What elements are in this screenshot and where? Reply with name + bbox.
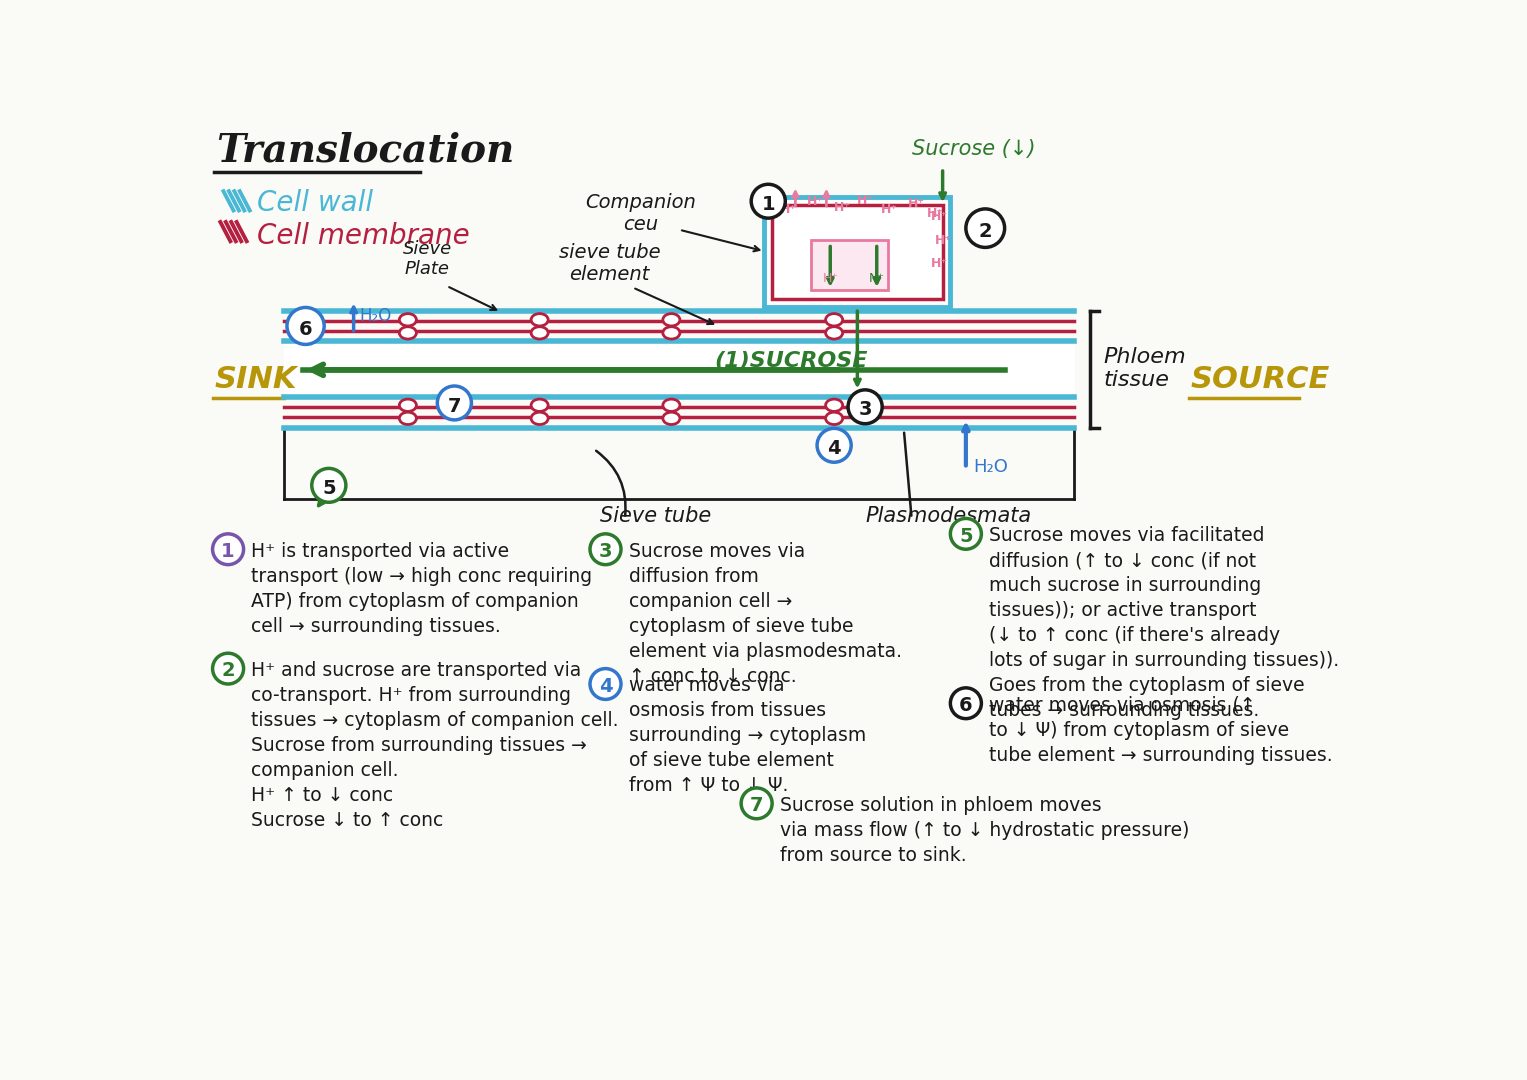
Circle shape [212, 653, 244, 684]
Ellipse shape [531, 413, 548, 424]
Text: Sucrose (↓): Sucrose (↓) [912, 139, 1035, 159]
Text: H⁺: H⁺ [857, 193, 875, 206]
Text: Sucrose moves via
diffusion from
companion cell →
cytoplasm of sieve tube
elemen: Sucrose moves via diffusion from compani… [629, 541, 902, 686]
Text: H⁺: H⁺ [931, 257, 948, 270]
Text: 3: 3 [858, 401, 872, 419]
Text: 2: 2 [221, 661, 235, 680]
Text: SINK: SINK [214, 365, 296, 393]
Ellipse shape [663, 327, 680, 339]
Text: water moves via osmosis (↑
to ↓ Ψ) from cytoplasm of sieve
tube element → surrou: water moves via osmosis (↑ to ↓ Ψ) from … [989, 696, 1333, 765]
Ellipse shape [826, 313, 843, 326]
Ellipse shape [663, 413, 680, 424]
Circle shape [751, 185, 785, 218]
Text: (1)SUCROSE: (1)SUCROSE [715, 351, 869, 370]
Text: H⁺: H⁺ [927, 206, 944, 219]
Circle shape [847, 390, 883, 423]
Text: Cell wall: Cell wall [257, 189, 373, 217]
Text: 6: 6 [299, 320, 313, 338]
Text: 1: 1 [221, 542, 235, 562]
Text: Sieve tube: Sieve tube [600, 507, 712, 526]
Text: N⁺: N⁺ [869, 272, 886, 285]
Ellipse shape [400, 400, 417, 411]
Text: water moves via
osmosis from tissues
surrounding → cytoplasm
of sieve tube eleme: water moves via osmosis from tissues sur… [629, 676, 866, 795]
Text: 7: 7 [750, 796, 764, 815]
Ellipse shape [400, 413, 417, 424]
Circle shape [589, 534, 621, 565]
Circle shape [212, 534, 244, 565]
Ellipse shape [663, 313, 680, 326]
Circle shape [967, 208, 1005, 247]
Text: Sucrose solution in phloem moves
via mass flow (↑ to ↓ hydrostatic pressure)
fro: Sucrose solution in phloem moves via mas… [780, 796, 1190, 865]
Text: H⁺: H⁺ [931, 211, 948, 224]
Circle shape [437, 386, 472, 420]
Circle shape [589, 669, 621, 700]
Ellipse shape [826, 327, 843, 339]
Circle shape [950, 688, 982, 718]
Text: 3: 3 [599, 542, 612, 562]
Ellipse shape [663, 400, 680, 411]
Text: H₂O: H₂O [974, 458, 1008, 476]
Ellipse shape [826, 400, 843, 411]
Circle shape [287, 308, 324, 345]
Text: H⁺: H⁺ [907, 197, 925, 210]
Text: 5: 5 [322, 478, 336, 498]
Ellipse shape [531, 327, 548, 339]
Ellipse shape [400, 313, 417, 326]
Text: 6: 6 [959, 697, 973, 715]
Text: 4: 4 [828, 438, 841, 458]
Text: 1: 1 [762, 194, 776, 214]
Text: H⁺ is transported via active
transport (low → high conc requiring
ATP) from cyto: H⁺ is transported via active transport (… [252, 541, 592, 635]
Ellipse shape [400, 327, 417, 339]
FancyBboxPatch shape [811, 240, 889, 289]
Text: H⁺: H⁺ [806, 195, 825, 208]
Text: Cell membrane: Cell membrane [257, 221, 469, 249]
Text: sieve tube
element: sieve tube element [559, 243, 660, 284]
Text: H⁺: H⁺ [881, 203, 898, 216]
Ellipse shape [531, 400, 548, 411]
Ellipse shape [531, 313, 548, 326]
Text: H⁺: H⁺ [834, 201, 851, 214]
Text: 7: 7 [447, 396, 461, 416]
Circle shape [950, 518, 982, 550]
Text: SOURCE: SOURCE [1191, 365, 1330, 393]
Text: Sucrose moves via facilitated
diffusion (↑ to ↓ conc (if not
much sucrose in sur: Sucrose moves via facilitated diffusion … [989, 526, 1339, 720]
Circle shape [312, 469, 347, 502]
Text: H₂O: H₂O [360, 307, 392, 325]
Text: Companion
ceu: Companion ceu [585, 192, 696, 233]
Circle shape [817, 429, 851, 462]
Text: H⁺: H⁺ [780, 203, 797, 216]
Text: 5: 5 [959, 527, 973, 545]
Text: H⁺ and sucrose are transported via
co-transport. H⁺ from surrounding
tissues → c: H⁺ and sucrose are transported via co-tr… [252, 661, 618, 829]
Text: H⁺: H⁺ [823, 272, 838, 285]
FancyBboxPatch shape [765, 198, 950, 307]
Text: Sieve
Plate: Sieve Plate [403, 240, 452, 279]
Text: 4: 4 [599, 677, 612, 696]
Ellipse shape [826, 413, 843, 424]
Text: 2: 2 [979, 221, 993, 241]
Text: Translocation: Translocation [215, 132, 515, 170]
Text: Phloem
tissue: Phloem tissue [1104, 347, 1186, 390]
Text: H⁺: H⁺ [935, 233, 951, 246]
Text: Plasmodesmata: Plasmodesmata [866, 507, 1031, 526]
Circle shape [741, 788, 773, 819]
